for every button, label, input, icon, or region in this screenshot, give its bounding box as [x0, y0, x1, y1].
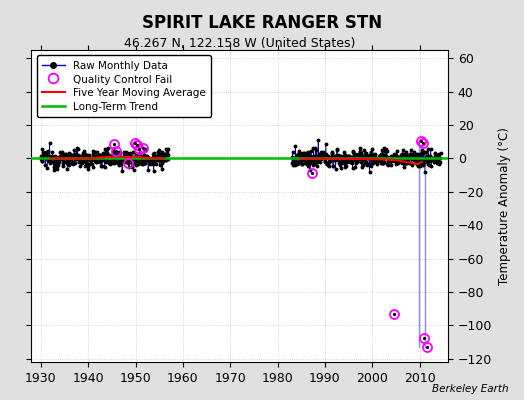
Legend: Raw Monthly Data, Quality Control Fail, Five Year Moving Average, Long-Term Tren: Raw Monthly Data, Quality Control Fail, …	[37, 55, 211, 118]
Text: Berkeley Earth: Berkeley Earth	[432, 384, 508, 394]
Text: SPIRIT LAKE RANGER STN: SPIRIT LAKE RANGER STN	[142, 14, 382, 32]
Title: 46.267 N, 122.158 W (United States): 46.267 N, 122.158 W (United States)	[124, 37, 355, 50]
Y-axis label: Temperature Anomaly (°C): Temperature Anomaly (°C)	[498, 127, 511, 285]
